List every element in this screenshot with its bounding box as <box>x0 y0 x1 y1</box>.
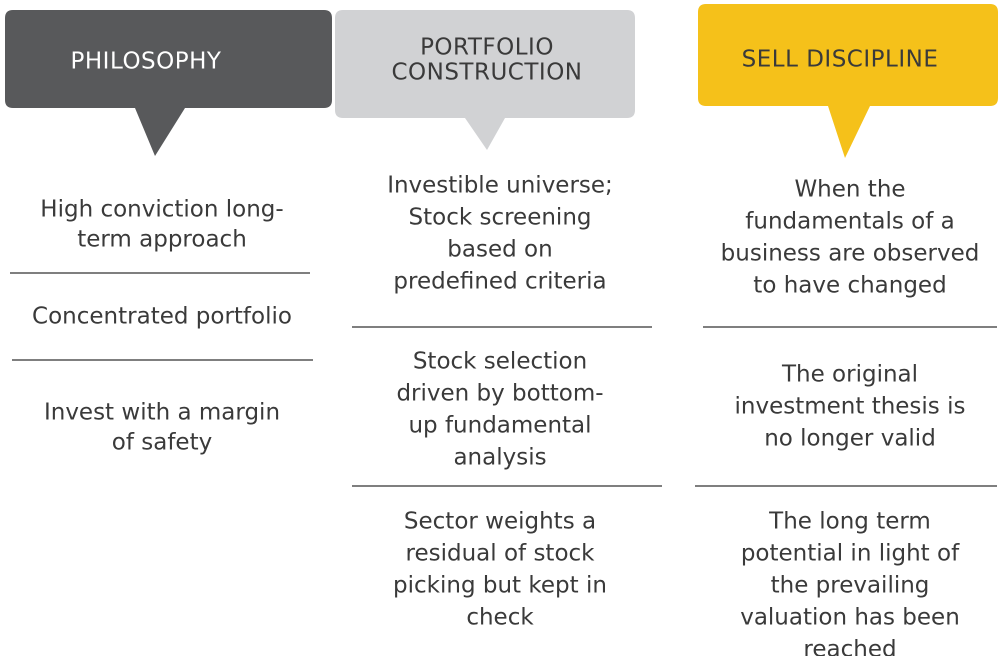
item-text: the prevailing <box>771 573 930 599</box>
column-title: PHILOSOPHY <box>71 49 222 75</box>
item-text: High conviction long- <box>40 197 283 223</box>
item-text: reached <box>803 637 896 656</box>
item-text: When the <box>794 177 905 203</box>
item-text: Stock screening <box>409 205 592 231</box>
item-text: picking but kept in <box>393 573 607 599</box>
item-text: valuation has been <box>740 605 960 631</box>
item-text: residual of stock <box>406 541 596 567</box>
item-text: predefined criteria <box>393 269 606 295</box>
dividers <box>10 272 997 487</box>
item-text: check <box>466 605 534 631</box>
item-text: to have changed <box>753 273 946 299</box>
item-text: The original <box>781 362 918 388</box>
bubbles <box>5 4 998 158</box>
portfolio-bubble <box>335 10 635 150</box>
item-text: no longer valid <box>764 426 936 452</box>
item-text: of safety <box>112 430 212 456</box>
item-text: based on <box>447 237 552 263</box>
item-text: driven by bottom- <box>396 381 603 407</box>
item-text: Stock selection <box>413 349 587 375</box>
item-text: Invest with a margin <box>44 400 280 426</box>
column-title: SELL DISCIPLINE <box>742 47 939 73</box>
item-text: Sector weights a <box>404 509 596 535</box>
item-text: The long term <box>768 509 931 535</box>
column-title: CONSTRUCTION <box>391 60 582 86</box>
item-text: potential in light of <box>741 541 960 567</box>
item-text: fundamentals of a <box>745 209 954 235</box>
item-text: term approach <box>77 227 247 253</box>
item-text: Investible universe; <box>387 173 613 199</box>
item-text: analysis <box>453 445 546 471</box>
item-text: business are observed <box>721 241 980 267</box>
item-text: investment thesis is <box>735 394 966 420</box>
sell-bubble <box>698 4 998 158</box>
philosophy-bubble <box>5 10 332 156</box>
item-text: Concentrated portfolio <box>32 304 292 330</box>
column-title: PORTFOLIO <box>420 35 554 61</box>
item-text: up fundamental <box>408 413 591 439</box>
